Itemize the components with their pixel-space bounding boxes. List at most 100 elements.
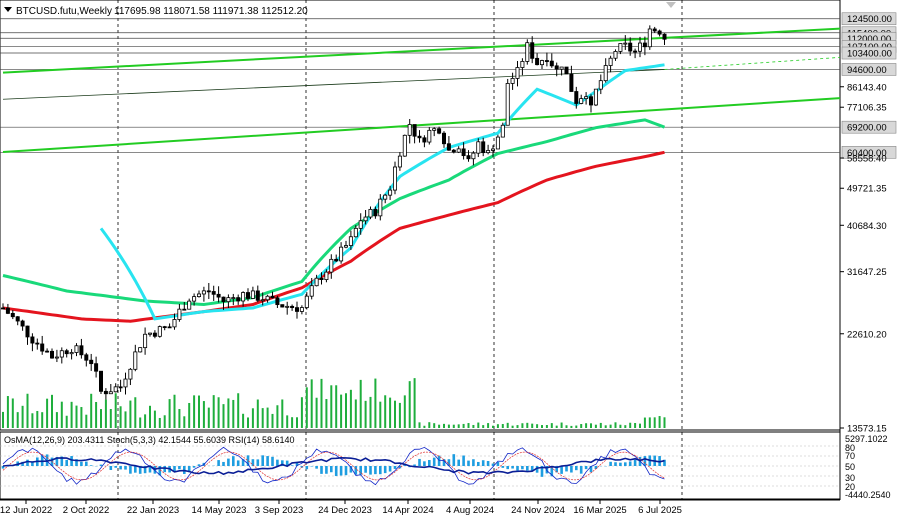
volume-bar: [609, 424, 612, 428]
volume-bar: [281, 399, 284, 428]
candle-body: [40, 343, 45, 352]
volume-bar: [222, 404, 225, 428]
osma-bar: [452, 454, 456, 466]
trend-channels: [2, 27, 841, 154]
osma-bar: [143, 466, 147, 474]
volume-bar: [237, 393, 240, 428]
volume-bar: [345, 393, 347, 428]
volume-bar: [467, 423, 470, 428]
osma-bar: [330, 466, 333, 473]
osma-bar: [555, 466, 558, 473]
candle-body: [162, 326, 167, 329]
candle-body: [152, 332, 157, 337]
osma-bar: [437, 455, 441, 466]
osma-bar: [70, 456, 73, 466]
channel-line: [2, 69, 665, 100]
candle-body: [437, 128, 442, 134]
collapse-arrow-icon[interactable]: [4, 7, 12, 12]
candles: [0, 25, 667, 400]
volume-bar: [648, 417, 651, 428]
osma-bar: [388, 466, 392, 472]
price-label: 77106.35: [847, 103, 887, 114]
osma-bar: [163, 466, 166, 473]
price-label: 40684.30: [847, 221, 887, 232]
osma-bar: [173, 466, 176, 472]
candle-body: [441, 132, 446, 145]
osma-bar: [428, 460, 431, 466]
osma-bar: [423, 461, 426, 466]
price-axis: 124500.00115400.00112000.00107100.001034…: [840, 12, 897, 435]
osma-bar: [124, 466, 127, 470]
volume-bar: [11, 398, 14, 428]
volume-bar: [521, 423, 524, 428]
candle-body: [540, 60, 545, 66]
osma-bar: [521, 466, 524, 470]
candle-body: [0, 307, 6, 310]
osma-bar: [501, 466, 505, 468]
osma-bar: [575, 466, 578, 471]
candle-body: [363, 216, 368, 222]
volume-bar: [614, 422, 617, 428]
osma-bar: [619, 462, 622, 466]
candle-body: [525, 42, 530, 62]
channel-line: [2, 27, 841, 74]
volume-bar: [541, 425, 543, 428]
volume-bar: [369, 396, 372, 428]
volume-bar: [604, 425, 607, 428]
osma-bar: [320, 466, 323, 474]
osma-bar: [349, 466, 353, 473]
volume-bar: [624, 425, 627, 428]
volume-bar: [536, 424, 539, 428]
candle-body: [285, 305, 290, 308]
volume-bar: [570, 425, 573, 428]
candle-body: [138, 347, 143, 353]
osma-bar: [393, 466, 397, 469]
osma-bar: [398, 466, 402, 469]
candle-body: [412, 124, 417, 137]
candle-body: [50, 350, 55, 359]
osma-bar: [413, 464, 416, 466]
volume-bar: [26, 393, 29, 428]
volume-bar: [114, 393, 117, 428]
candle-body: [378, 198, 383, 217]
candle-body: [490, 148, 495, 151]
osma-bar: [663, 459, 666, 466]
volume-bar: [315, 397, 318, 428]
osma-bar: [241, 459, 245, 466]
candle-body: [201, 290, 206, 295]
volume-bar: [477, 422, 480, 428]
candle-body: [64, 350, 69, 355]
volume-bar: [580, 424, 583, 428]
scroll-marker-icon[interactable]: [666, 2, 676, 8]
osma-bar: [609, 461, 612, 466]
volume-bar: [55, 412, 58, 428]
volume-bar: [80, 407, 83, 428]
indicator-scale-label: 80: [845, 443, 855, 453]
indicator-scale-label: 5297.1022: [845, 434, 888, 444]
osma-bar: [530, 466, 534, 472]
osma-bar: [75, 459, 78, 466]
volume-bar: [60, 401, 63, 428]
main-pane[interactable]: [0, 0, 841, 431]
osma-bar: [236, 460, 240, 466]
volume-bar: [496, 424, 499, 428]
price-label: 124500.00: [847, 14, 892, 25]
osma-bar: [526, 466, 529, 471]
indicator-scale-label: 70: [845, 451, 855, 461]
volume-bar: [408, 381, 411, 428]
candle-body: [373, 208, 378, 217]
volume-bar: [41, 412, 44, 428]
osma-bar: [271, 456, 274, 466]
candle-body: [231, 297, 236, 299]
candle-body: [593, 88, 598, 106]
price-label: 31647.25: [847, 267, 887, 278]
volume-bar: [531, 423, 534, 428]
osma-bar: [496, 461, 500, 466]
candle-body: [226, 297, 231, 303]
candle-body: [89, 359, 94, 365]
volume-bar: [403, 395, 406, 428]
candle-body: [177, 308, 182, 320]
price-label: 58558.40: [847, 154, 887, 165]
osma-bar: [31, 461, 34, 466]
